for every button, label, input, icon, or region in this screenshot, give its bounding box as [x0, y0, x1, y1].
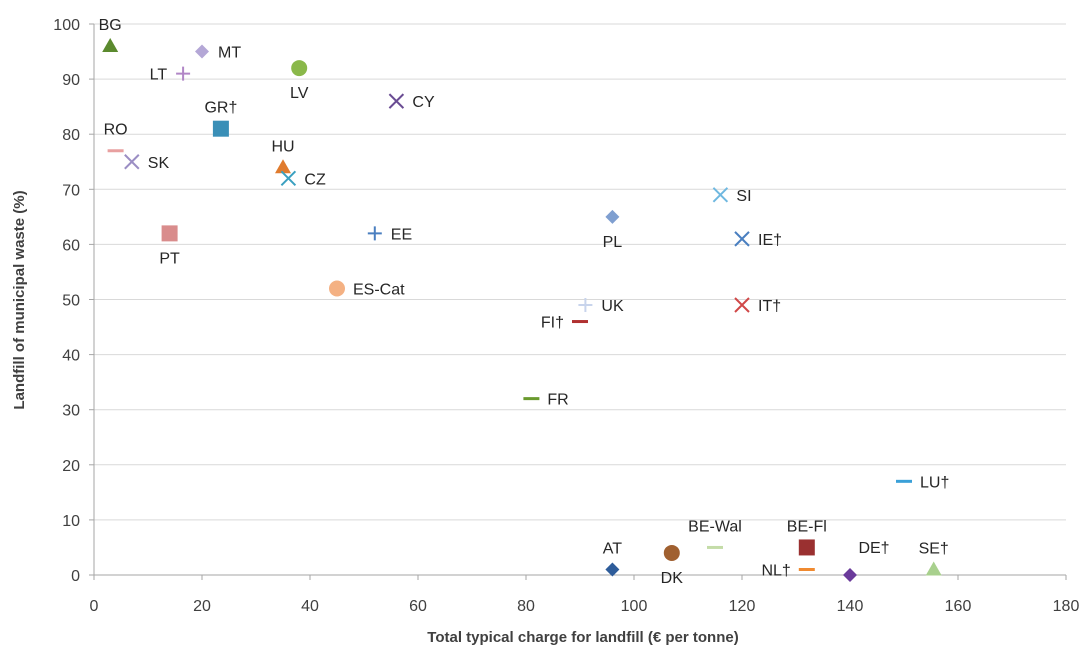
point-label-be-fl: BE-Fl — [787, 518, 827, 535]
point-labels: BG MT LT LV CY GR† RO SK HU CZ PT EE ES-Cat PL SI IE† UK… — [99, 17, 950, 587]
point-label-lv: LV — [290, 85, 309, 102]
x-tick-label-1: 20 — [193, 598, 211, 615]
y-tick-label-3: 30 — [62, 403, 80, 420]
point-label-nl: NL† — [761, 562, 790, 579]
point-label-pl: PL — [603, 234, 623, 251]
point-mt — [195, 44, 209, 59]
data-points — [102, 38, 942, 582]
point-lv — [291, 60, 308, 77]
point-label-pt: PT — [159, 250, 180, 267]
point-ie — [734, 231, 750, 247]
point-be-fl — [798, 539, 815, 556]
point-label-uk: UK — [601, 298, 624, 315]
point-label-it: IT† — [758, 298, 781, 315]
point-hu — [275, 159, 291, 174]
y-tick-labels: 0 10 20 30 40 50 60 70 80 90 100 — [53, 17, 80, 585]
point-label-lu: LU† — [920, 474, 949, 491]
point-es-cat — [329, 280, 345, 297]
point-dk — [663, 544, 680, 561]
point-it — [734, 297, 750, 313]
point-de — [843, 568, 857, 582]
x-tick-label-2: 40 — [301, 598, 319, 615]
point-ee — [367, 226, 382, 241]
x-tick-label-9: 180 — [1053, 598, 1080, 615]
x-tick-label-5: 100 — [621, 598, 648, 615]
y-tick-label-8: 80 — [62, 127, 80, 144]
y-tick-label-7: 70 — [62, 182, 80, 199]
y-tick-label-2: 20 — [62, 458, 80, 475]
point-label-gr: GR† — [204, 100, 237, 117]
point-se — [925, 561, 942, 576]
x-tick-labels: 0 20 40 60 80 100 120 140 160 180 — [90, 598, 1080, 615]
axes — [89, 23, 1067, 580]
x-tick-label-8: 160 — [945, 598, 972, 615]
point-label-cy: CY — [412, 94, 435, 111]
point-sk — [124, 154, 140, 170]
point-label-si: SI — [736, 188, 751, 205]
point-label-at: AT — [603, 540, 622, 557]
x-tick-label-7: 140 — [837, 598, 864, 615]
point-label-dk: DK — [661, 570, 684, 587]
point-label-ee: EE — [391, 226, 412, 243]
point-label-fi: FI† — [541, 315, 564, 332]
point-pl — [605, 209, 620, 224]
y-axis-title: Landfill of municipal waste (%) — [11, 190, 28, 409]
point-label-ie: IE† — [758, 232, 782, 249]
point-gr — [212, 120, 229, 137]
y-tick-label-10: 100 — [53, 17, 80, 34]
x-tick-label-0: 0 — [90, 598, 99, 615]
point-label-hu: HU — [271, 138, 294, 155]
point-label-se: SE† — [919, 540, 949, 557]
point-label-fr: FR — [547, 392, 568, 409]
point-at — [605, 562, 620, 577]
point-label-de: DE† — [858, 540, 889, 557]
gridlines — [94, 23, 1066, 521]
point-label-es-cat: ES-Cat — [353, 281, 405, 298]
x-tick-label-4: 80 — [517, 598, 535, 615]
point-lt — [176, 66, 191, 81]
point-label-sk: SK — [148, 155, 170, 172]
point-label-cz: CZ — [304, 171, 326, 188]
point-bg — [102, 38, 119, 53]
point-uk — [578, 298, 593, 313]
point-label-be-wal: BE-Wal — [688, 518, 742, 535]
x-tick-label-3: 60 — [409, 598, 427, 615]
x-tick-label-6: 120 — [729, 598, 756, 615]
point-label-mt: MT — [218, 45, 241, 62]
x-axis-title: Total typical charge for landfill (€ per… — [427, 629, 738, 646]
point-cy — [388, 93, 405, 109]
point-cz — [280, 170, 297, 186]
y-tick-label-9: 90 — [62, 72, 80, 89]
point-label-lt: LT — [150, 67, 168, 84]
y-tick-label-5: 50 — [62, 293, 80, 310]
point-si — [712, 187, 729, 203]
point-label-ro: RO — [104, 122, 128, 139]
y-tick-label-0: 0 — [71, 568, 80, 585]
point-pt — [161, 225, 178, 242]
y-tick-label-1: 10 — [62, 513, 80, 530]
point-label-bg: BG — [99, 17, 122, 34]
y-tick-label-4: 40 — [62, 348, 80, 365]
y-tick-label-6: 60 — [62, 237, 80, 254]
